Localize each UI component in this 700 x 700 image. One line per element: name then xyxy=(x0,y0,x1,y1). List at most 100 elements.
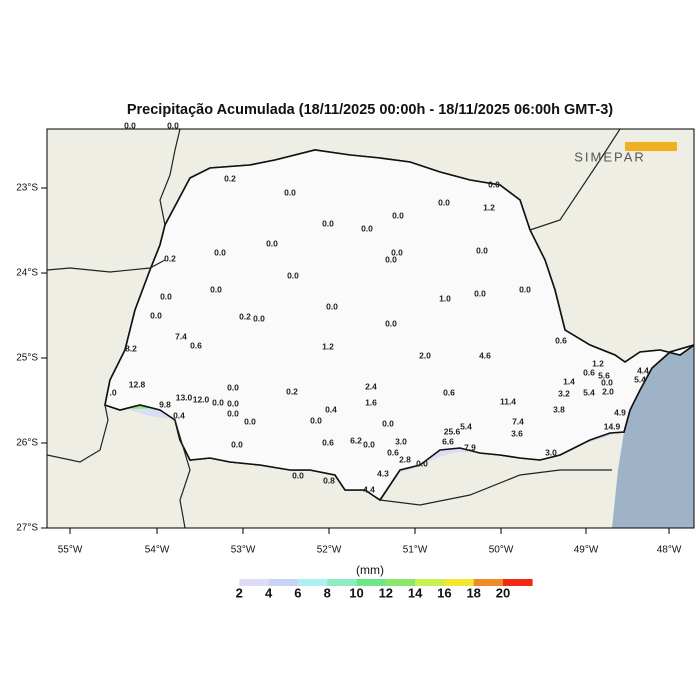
colorbar-segment xyxy=(239,579,269,586)
station-value: 6.2 xyxy=(350,435,362,445)
station-value: 0.0 xyxy=(253,313,265,323)
colorbar-label: 12 xyxy=(379,585,393,600)
colorbar-label: 4 xyxy=(265,585,273,600)
station-value: 0.0 xyxy=(476,245,488,255)
station-value: 0.8 xyxy=(323,475,335,485)
station-value: 0.0 xyxy=(488,179,500,189)
colorbar-label: 20 xyxy=(496,585,510,600)
station-value: 1.0 xyxy=(439,293,451,303)
station-value: 3.6 xyxy=(511,428,523,438)
station-value: 0.0 xyxy=(474,288,486,298)
station-value: 6.6 xyxy=(442,436,454,446)
colorbar-label: 2 xyxy=(236,585,243,600)
station-value: 0.2 xyxy=(224,173,236,183)
station-value: 1.6 xyxy=(365,397,377,407)
x-tick-label: 55°W xyxy=(58,545,83,556)
station-value: 5.4 xyxy=(583,387,595,397)
colorbar-segment xyxy=(503,579,533,586)
station-value: 3.2 xyxy=(558,388,570,398)
colorbar-segment xyxy=(327,579,357,586)
station-value: 0.0 xyxy=(284,187,296,197)
station-value: 4.4 xyxy=(363,484,375,494)
map-title: Precipitação Acumulada (18/11/2025 00:00… xyxy=(127,102,613,118)
station-value: 25.6 xyxy=(444,426,461,436)
station-value: 0.6 xyxy=(583,367,595,377)
station-value: 4.4 xyxy=(637,365,649,375)
station-value: 0.2 xyxy=(239,311,251,321)
station-value: 11.4 xyxy=(500,396,516,406)
station-value: .0 xyxy=(109,387,116,397)
colorbar-label: 18 xyxy=(466,585,480,600)
station-value: 0.0 xyxy=(287,270,299,280)
station-value: 0.0 xyxy=(392,210,404,220)
station-value: 4.9 xyxy=(614,407,626,417)
colorbar-segment xyxy=(385,579,416,586)
station-value: 0.0 xyxy=(382,418,394,428)
x-tick-label: 51°W xyxy=(403,545,428,556)
station-value: 0.6 xyxy=(190,340,202,350)
station-value: 2.8 xyxy=(399,454,411,464)
station-value: 0.0 xyxy=(385,318,397,328)
station-value: 5.4 xyxy=(460,421,472,431)
station-value: 0.6 xyxy=(387,447,399,457)
x-tick-label: 50°W xyxy=(489,545,514,556)
y-tick-label: 24°S xyxy=(16,268,38,279)
colorbar-segment xyxy=(415,579,445,586)
station-value: 0.0 xyxy=(391,247,403,257)
y-tick-label: 27°S xyxy=(16,523,38,534)
station-value: 8.2 xyxy=(125,343,137,353)
station-value: 0.0 xyxy=(212,397,224,407)
y-tick-label: 26°S xyxy=(16,438,38,449)
ocean xyxy=(612,345,694,528)
station-value: 4.3 xyxy=(377,468,389,478)
station-value: 0.0 xyxy=(361,223,373,233)
map-area: SIMEPAR 0.20.00.00.0 1.20.00.0 0.00.00.00.… xyxy=(47,129,694,528)
station-value: 14.9 xyxy=(604,421,621,431)
station-value: 0.2 xyxy=(286,386,298,396)
station-value: 7.9 xyxy=(464,442,476,452)
station-values: 0.20.00.00.0 1.20.00.0 0.00.00.00.20.00.00… xyxy=(109,173,649,494)
station-value: 13.0 xyxy=(176,392,193,402)
station-value: 0.0 xyxy=(310,415,322,425)
station-value: 1.2 xyxy=(592,358,604,368)
colorbar-unit: (mm) xyxy=(356,563,384,577)
station-value: 0.0 xyxy=(167,120,179,130)
station-value: 0.0 xyxy=(322,218,334,228)
colorbar-label: 16 xyxy=(437,585,451,600)
station-value: 0.0 xyxy=(150,310,162,320)
x-tick-label: 52°W xyxy=(317,545,342,556)
station-value: 4.6 xyxy=(479,350,491,360)
station-value: 0.0 xyxy=(244,416,256,426)
station-value: 3.0 xyxy=(545,447,557,457)
station-value: 5.4 xyxy=(634,374,646,384)
colorbar-segment xyxy=(268,579,299,586)
station-value: 0.6 xyxy=(555,335,567,345)
x-tick-label: 49°W xyxy=(574,545,599,556)
station-value: 0.0 xyxy=(124,120,136,130)
station-value: 7.4 xyxy=(175,331,187,341)
station-value: 0.0 xyxy=(601,377,613,387)
colorbar-segment xyxy=(444,579,474,586)
station-value: 12.8 xyxy=(129,379,146,389)
axes: 55°W 54°W 53°W 52°W 51°W 50°W 49°W 48°W 23°S 24°S… xyxy=(16,183,682,556)
station-value: 0.2 xyxy=(164,253,176,263)
station-value: 3.8 xyxy=(553,404,565,414)
station-value: 0.0 xyxy=(231,439,243,449)
station-value: 0.0 xyxy=(292,470,304,480)
station-value: 1.4 xyxy=(563,376,575,386)
station-value: 0.6 xyxy=(322,437,334,447)
colorbar-label: 6 xyxy=(294,585,301,600)
station-value: 0.4 xyxy=(173,410,185,420)
station-value: 0.0 xyxy=(519,284,531,294)
station-value: 0.0 xyxy=(416,458,428,468)
station-value: 2.0 xyxy=(419,350,431,360)
logo-text: SIMEPAR xyxy=(574,149,646,164)
station-value: 2.0 xyxy=(602,386,614,396)
colorbar-label: 8 xyxy=(324,585,331,600)
borders xyxy=(47,129,621,528)
station-value: 1.2 xyxy=(322,341,334,351)
colorbar-segment xyxy=(473,579,504,586)
y-tick-label: 25°S xyxy=(16,353,38,364)
